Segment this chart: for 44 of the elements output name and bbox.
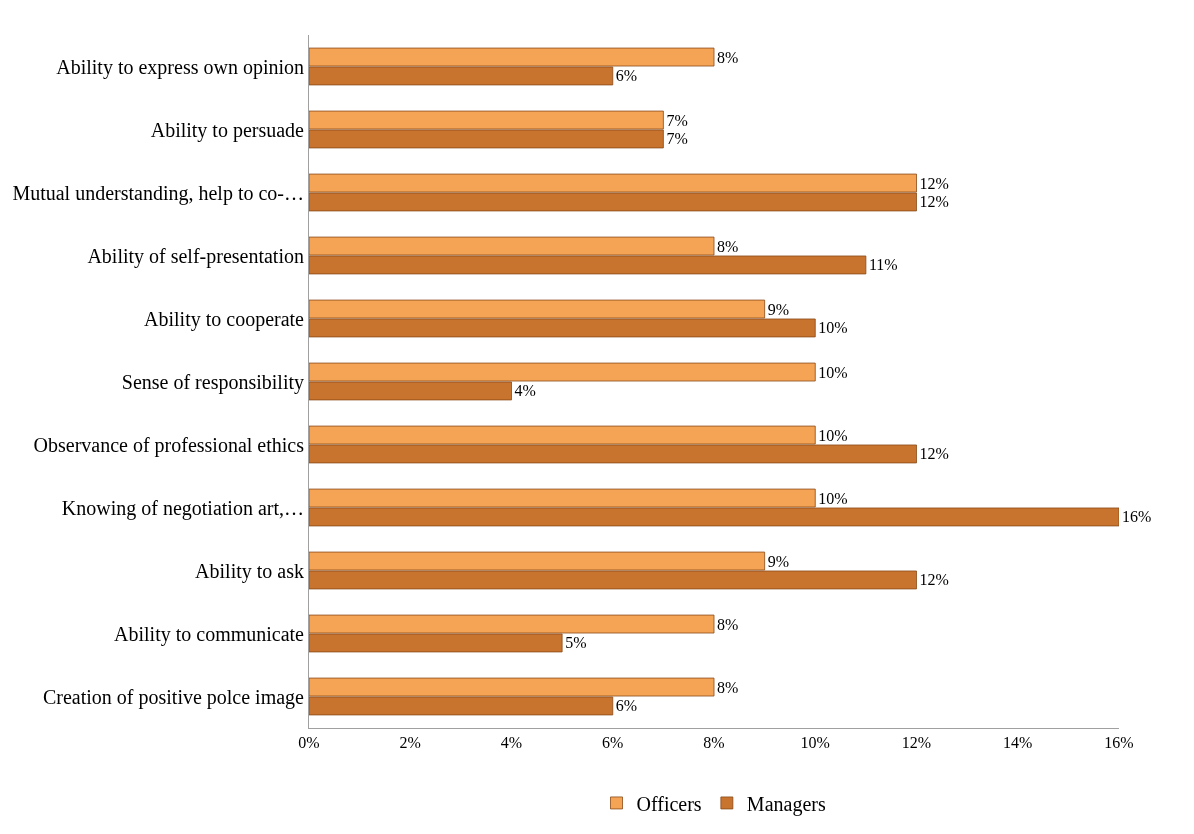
data-label: 8% (717, 237, 739, 255)
data-label: 9% (767, 300, 789, 318)
data-label: 8% (717, 678, 739, 696)
x-tick-label: 10% (800, 734, 830, 752)
data-label: 8% (717, 615, 739, 633)
data-label: 7% (666, 130, 688, 148)
data-label: 11% (868, 256, 898, 274)
x-tick-label: 14% (1003, 734, 1033, 752)
y-tick-label: Ability to express own opinion (56, 55, 304, 79)
x-tick-label: 4% (500, 734, 523, 752)
x-tick-label: 0% (298, 734, 320, 752)
data-label: 6% (615, 697, 638, 715)
data-label: 10% (818, 319, 848, 337)
x-tick-label: 6% (602, 734, 624, 752)
data-label: 12% (919, 193, 949, 211)
data-label: 10% (818, 363, 848, 381)
legend-label: Managers (746, 792, 826, 816)
y-tick-label: Observance of professional ethics (33, 433, 305, 457)
x-tick-label: 16% (1104, 734, 1134, 752)
data-label: 12% (919, 445, 949, 463)
y-tick-label: Creation of positive polce image (42, 685, 305, 709)
y-tick-label: Knowing of negotiation art,… (61, 496, 304, 520)
data-label: 10% (818, 489, 848, 507)
data-label: 4% (514, 382, 536, 400)
x-tick-label: 2% (399, 734, 421, 752)
x-tick-label: 8% (703, 734, 725, 752)
y-tick-label: Ability to persuade (150, 118, 305, 142)
y-tick-label: Ability to communicate (114, 622, 305, 646)
data-label: 16% (1122, 508, 1152, 526)
y-tick-label: Ability to ask (195, 559, 304, 583)
x-tick-label: 12% (901, 734, 932, 752)
data-label: 8% (717, 48, 739, 66)
data-label: 12% (919, 174, 949, 192)
y-tick-label: Ability of self-presentation (87, 244, 304, 268)
data-label: 10% (818, 426, 848, 444)
data-label: 6% (615, 67, 638, 85)
y-tick-label: Ability to cooperate (144, 307, 305, 331)
data-label: 12% (919, 571, 949, 589)
legend-label: Officers (636, 792, 702, 815)
data-label: 5% (565, 634, 587, 652)
data-label: 7% (666, 111, 688, 129)
y-tick-label: Sense of responsibility (121, 370, 304, 394)
y-tick-label: Mutual understanding, help to co-… (12, 181, 304, 205)
data-label: 9% (767, 552, 789, 570)
